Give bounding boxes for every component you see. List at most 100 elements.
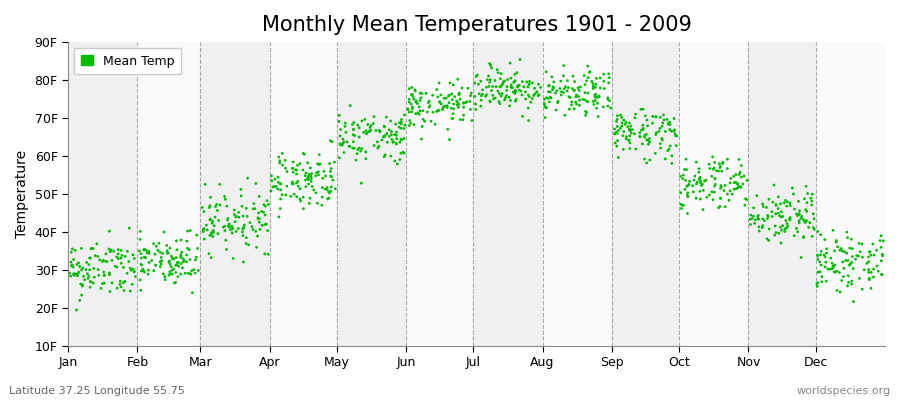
Point: [837, 265, 851, 272]
Point: [565, 85, 580, 92]
Point: [790, 212, 805, 219]
Point: [174, 253, 188, 260]
Point: [769, 211, 783, 217]
Point: [297, 151, 311, 158]
Point: [580, 63, 595, 69]
Point: [608, 131, 622, 137]
Point: [166, 255, 180, 262]
Point: [768, 232, 782, 238]
Point: [317, 168, 331, 174]
Point: [582, 68, 597, 75]
Point: [210, 201, 224, 208]
Point: [396, 149, 410, 155]
Point: [394, 125, 409, 132]
Point: [731, 180, 745, 187]
Point: [333, 142, 347, 148]
Point: [788, 206, 802, 212]
Point: [126, 252, 140, 258]
Point: [372, 127, 386, 134]
Point: [162, 258, 176, 264]
Point: [694, 180, 708, 186]
Point: [178, 270, 193, 276]
Point: [616, 146, 631, 152]
Point: [705, 188, 719, 195]
Point: [147, 268, 161, 274]
Bar: [269, 42, 337, 346]
Point: [290, 194, 304, 200]
Point: [799, 208, 814, 214]
Point: [209, 203, 223, 210]
Point: [711, 204, 725, 211]
Point: [776, 213, 790, 220]
Point: [592, 94, 607, 100]
Point: [714, 185, 728, 192]
Point: [179, 252, 194, 258]
Point: [586, 80, 600, 87]
Point: [404, 101, 419, 107]
Point: [413, 108, 428, 114]
Point: [265, 178, 279, 184]
Point: [355, 118, 369, 124]
Point: [332, 154, 347, 161]
Point: [367, 142, 382, 149]
Point: [167, 280, 182, 286]
Point: [307, 187, 321, 193]
Point: [91, 266, 105, 273]
Point: [789, 211, 804, 217]
Point: [482, 60, 497, 67]
Point: [792, 210, 806, 217]
Point: [336, 136, 350, 142]
Point: [824, 255, 838, 261]
Point: [849, 256, 863, 262]
Point: [755, 224, 770, 231]
Point: [208, 214, 222, 220]
Point: [588, 92, 602, 98]
Point: [499, 94, 513, 101]
Point: [480, 92, 494, 98]
Point: [591, 93, 606, 99]
Point: [249, 244, 264, 250]
Point: [517, 84, 531, 90]
Point: [360, 130, 374, 136]
Point: [296, 206, 310, 212]
Point: [202, 217, 217, 223]
Point: [481, 76, 495, 83]
Point: [861, 254, 876, 260]
Point: [841, 283, 855, 289]
Point: [170, 259, 184, 266]
Point: [864, 285, 878, 292]
Point: [807, 226, 822, 232]
Point: [127, 268, 141, 275]
Point: [229, 228, 243, 234]
Point: [402, 99, 417, 105]
Point: [431, 107, 446, 114]
Point: [138, 269, 152, 275]
Point: [436, 95, 451, 102]
Point: [113, 278, 128, 284]
Point: [64, 259, 78, 265]
Point: [163, 245, 177, 251]
Point: [474, 92, 489, 99]
Point: [474, 97, 489, 103]
Point: [267, 183, 282, 190]
Point: [746, 205, 760, 211]
Point: [643, 157, 657, 163]
Point: [709, 168, 724, 174]
Point: [354, 180, 368, 186]
Point: [273, 158, 287, 164]
Point: [171, 259, 185, 266]
Point: [142, 259, 157, 266]
Point: [95, 280, 110, 287]
Point: [158, 274, 172, 280]
Point: [818, 264, 832, 270]
Point: [74, 281, 88, 287]
Point: [202, 250, 216, 257]
Point: [168, 279, 183, 286]
Point: [370, 139, 384, 145]
Point: [191, 245, 205, 252]
Point: [706, 196, 720, 203]
Point: [431, 107, 446, 114]
Point: [402, 122, 417, 129]
Point: [806, 191, 820, 198]
Point: [432, 80, 446, 86]
